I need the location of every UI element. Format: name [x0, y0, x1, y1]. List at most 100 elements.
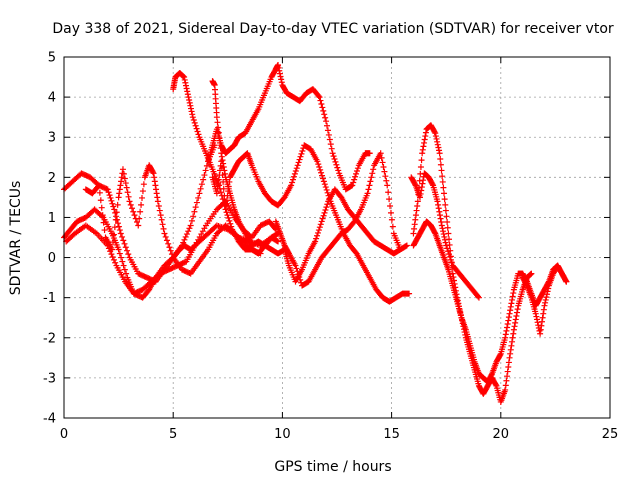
- data-point: [120, 262, 127, 269]
- data-point: [370, 166, 377, 173]
- data-point: [278, 76, 285, 83]
- data-point: [507, 346, 514, 353]
- data-point: [316, 94, 323, 101]
- data-point: [223, 209, 230, 216]
- data-point: [438, 219, 445, 226]
- data-point: [155, 202, 162, 209]
- data-point: [388, 216, 395, 223]
- data-point: [111, 224, 118, 231]
- data-point: [313, 235, 320, 242]
- y-tick-label: 3: [48, 131, 56, 146]
- data-point: [296, 274, 303, 281]
- data-point: [421, 136, 428, 143]
- data-point: [442, 239, 449, 246]
- data-point: [545, 285, 552, 292]
- data-point: [220, 160, 227, 167]
- data-point: [411, 221, 418, 228]
- data-point: [538, 322, 545, 329]
- data-point: [219, 196, 226, 203]
- data-point: [120, 170, 127, 177]
- data-point: [118, 174, 125, 181]
- data-point: [227, 220, 234, 227]
- data-point: [295, 271, 302, 278]
- data-point: [369, 170, 376, 177]
- data-point: [116, 186, 123, 193]
- data-point: [412, 181, 418, 188]
- series-sat-f: [205, 62, 373, 193]
- data-point: [419, 146, 426, 153]
- y-tick-label: -1: [43, 291, 56, 306]
- data-point: [435, 205, 442, 212]
- data-point: [324, 127, 331, 134]
- data-point: [215, 176, 222, 183]
- data-point: [137, 208, 144, 215]
- data-point: [422, 129, 429, 136]
- data-point: [165, 240, 172, 247]
- data-point: [349, 182, 356, 189]
- data-point: [220, 164, 227, 171]
- y-axis-label: SDTVAR / TECUs: [8, 181, 24, 296]
- data-point: [189, 111, 196, 118]
- data-point: [116, 250, 123, 257]
- data-point: [200, 176, 207, 183]
- data-point: [213, 190, 220, 197]
- data-point: [436, 147, 443, 154]
- data-point: [101, 227, 108, 234]
- data-point: [181, 76, 188, 83]
- data-point: [225, 215, 232, 222]
- data-point: [383, 177, 390, 184]
- data-point: [116, 227, 123, 234]
- data-point: [445, 230, 452, 237]
- data-point: [352, 173, 359, 180]
- data-point: [379, 159, 386, 166]
- series-sat-a: [61, 142, 218, 285]
- data-point: [538, 318, 545, 325]
- data-point: [314, 232, 321, 239]
- data-point: [429, 181, 436, 188]
- data-point: [441, 196, 448, 203]
- data-point: [442, 201, 449, 208]
- data-point: [312, 238, 319, 245]
- data-point: [410, 230, 417, 237]
- data-point: [505, 314, 512, 321]
- data-point: [321, 209, 328, 216]
- data-point: [295, 159, 302, 166]
- data-point: [119, 258, 126, 265]
- y-tick-label: -2: [43, 331, 56, 346]
- data-point: [504, 324, 511, 331]
- data-point: [512, 316, 519, 323]
- data-point: [537, 330, 544, 337]
- data-point: [439, 225, 446, 232]
- data-point: [187, 102, 194, 109]
- data-point: [187, 222, 194, 229]
- data-point: [95, 183, 102, 190]
- data-point: [139, 188, 146, 195]
- data-point: [380, 164, 387, 171]
- data-point: [368, 174, 375, 181]
- data-point: [181, 74, 188, 81]
- data-point: [543, 294, 550, 301]
- data-point: [296, 156, 303, 163]
- data-point: [226, 217, 233, 224]
- data-point: [214, 185, 221, 192]
- data-point: [276, 67, 283, 74]
- data-point: [323, 118, 330, 125]
- data-point: [275, 62, 282, 69]
- data-point: [438, 222, 445, 229]
- data-point: [189, 114, 196, 121]
- data-point: [406, 290, 413, 297]
- data-point: [335, 167, 342, 174]
- data-point: [118, 254, 125, 261]
- data-point: [152, 182, 159, 189]
- data-point: [151, 178, 158, 185]
- data-point: [121, 266, 128, 273]
- data-point: [327, 141, 334, 148]
- data-point: [194, 128, 201, 135]
- data-point: [276, 70, 283, 77]
- data-point: [510, 290, 517, 297]
- data-point: [419, 180, 426, 187]
- data-point: [217, 145, 224, 152]
- data-point: [106, 192, 113, 199]
- data-point: [184, 88, 191, 95]
- data-point: [216, 134, 223, 141]
